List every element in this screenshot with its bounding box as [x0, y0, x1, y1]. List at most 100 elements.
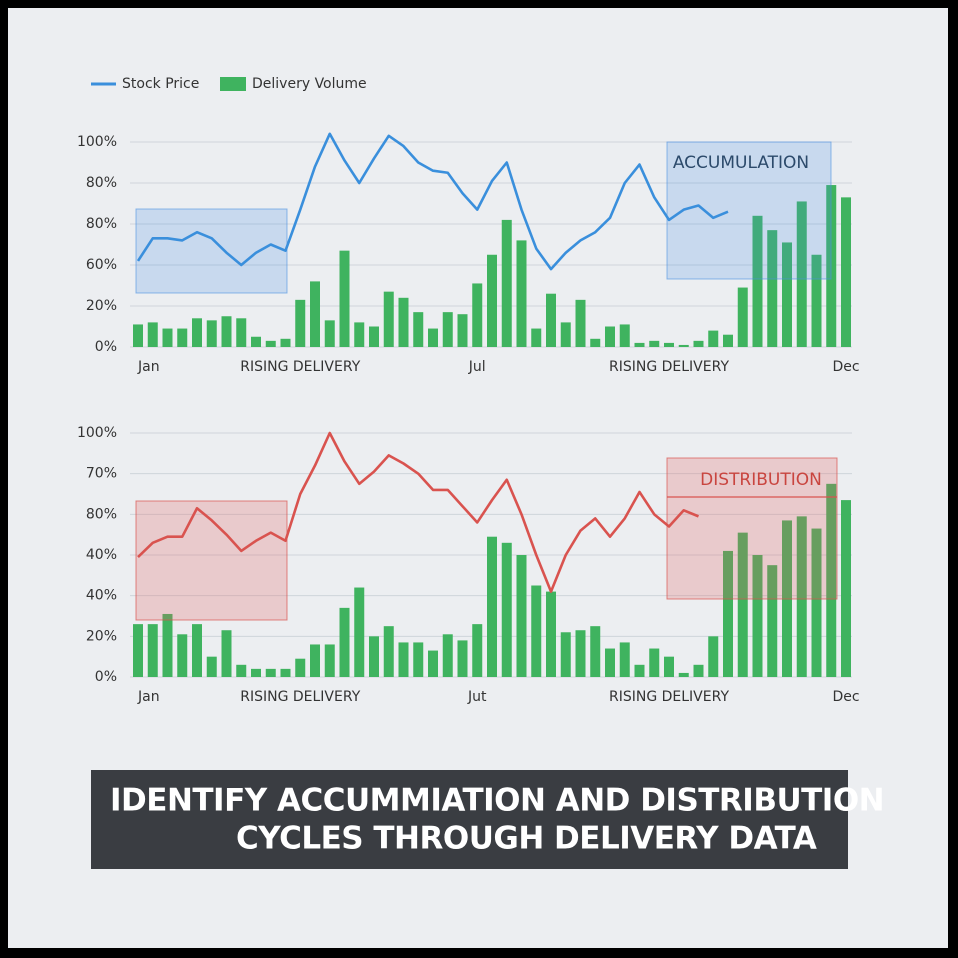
bar: [723, 550, 733, 677]
bar: [487, 254, 497, 347]
bar: [369, 636, 379, 677]
y-tick-label: 80%: [86, 216, 117, 232]
bar: [649, 648, 660, 677]
bar: [221, 316, 232, 347]
bar: [664, 342, 674, 347]
bar: [723, 334, 733, 347]
bar: [354, 322, 365, 347]
x-tick-label: Dec: [832, 359, 859, 375]
bar: [708, 636, 719, 677]
range-box: [666, 141, 832, 280]
bar: [280, 338, 291, 347]
bar: [501, 219, 512, 347]
legend-swatch: [220, 77, 246, 91]
bar: [428, 328, 438, 347]
bar: [649, 340, 660, 347]
bar: [811, 254, 822, 347]
bar: [280, 668, 291, 677]
bar: [339, 607, 350, 677]
x-tick-label: Jan: [137, 359, 160, 375]
bar: [398, 297, 409, 347]
bar: [442, 312, 453, 347]
bar: [752, 215, 763, 347]
y-tick-label: 0%: [95, 339, 117, 355]
bar: [236, 318, 247, 347]
bar: [472, 624, 483, 677]
bar: [590, 626, 601, 677]
bar: [531, 585, 542, 677]
bar: [162, 613, 173, 677]
bars: [133, 185, 851, 677]
bar: [310, 281, 320, 347]
bar: [841, 500, 851, 677]
bar: [546, 293, 556, 347]
x-tick-label: RISING DELIVERY: [240, 689, 360, 705]
bar: [605, 648, 615, 677]
bar: [767, 565, 778, 677]
bar: [177, 634, 188, 677]
bar: [737, 287, 748, 347]
bar: [310, 644, 320, 677]
bar: [177, 328, 188, 347]
bar: [516, 555, 527, 677]
bar: [383, 291, 394, 347]
bar: [147, 624, 158, 677]
y-tick-label: 20%: [86, 298, 117, 314]
bar: [206, 656, 217, 677]
x-tick-label: RISING DELIVERY: [609, 359, 729, 375]
bar: [428, 650, 438, 677]
bar: [265, 668, 276, 677]
bar: [678, 344, 689, 347]
bar: [737, 532, 748, 677]
bar: [295, 658, 306, 677]
bar: [192, 624, 202, 677]
bar: [811, 528, 822, 677]
bar: [560, 632, 571, 677]
bar: [383, 626, 394, 677]
bar: [162, 328, 173, 347]
y-tick-label: 40%: [86, 588, 117, 604]
bar: [841, 197, 851, 347]
x-tick-label: Dec: [832, 689, 859, 705]
bar: [575, 630, 586, 677]
bar: [413, 642, 424, 677]
bar: [206, 320, 217, 347]
bar: [501, 542, 512, 677]
bar: [575, 299, 586, 347]
bar: [369, 326, 379, 347]
bar: [133, 624, 143, 677]
y-tick-label: 40%: [86, 547, 117, 563]
bar: [605, 326, 615, 347]
bar: [546, 591, 556, 677]
bar: [236, 664, 247, 677]
price-line: [137, 431, 699, 593]
legend: Stock Price Delivery Volume: [91, 76, 367, 92]
bar: [295, 299, 306, 347]
lines: [136, 132, 729, 593]
banner-line: CYCLES THROUGH DELIVERY DATA: [236, 821, 817, 857]
bar: [398, 642, 409, 677]
legend-label: Delivery Volume: [252, 76, 367, 92]
bar: [457, 314, 468, 347]
bar: [354, 587, 365, 677]
bar: [560, 322, 571, 347]
bar: [619, 324, 630, 347]
bar: [251, 668, 261, 677]
bar: [147, 322, 158, 347]
y-tick-label: 80%: [86, 506, 117, 522]
bar: [796, 516, 807, 677]
bar: [516, 240, 527, 347]
bar: [192, 318, 202, 347]
bar: [693, 340, 704, 347]
x-tick-label: Jan: [137, 689, 160, 705]
price-line: [136, 132, 729, 271]
bar: [693, 664, 704, 677]
banner: [91, 770, 848, 869]
bar: [457, 640, 468, 677]
bar: [634, 342, 645, 347]
annotation: ACCUMULATION: [673, 153, 809, 173]
range-box: [135, 208, 288, 294]
y-tick-label: 20%: [86, 628, 117, 644]
labels: ACCUMULATION DISTRIBUTION 0% 20% 60% 80% 80%…: [77, 134, 860, 705]
